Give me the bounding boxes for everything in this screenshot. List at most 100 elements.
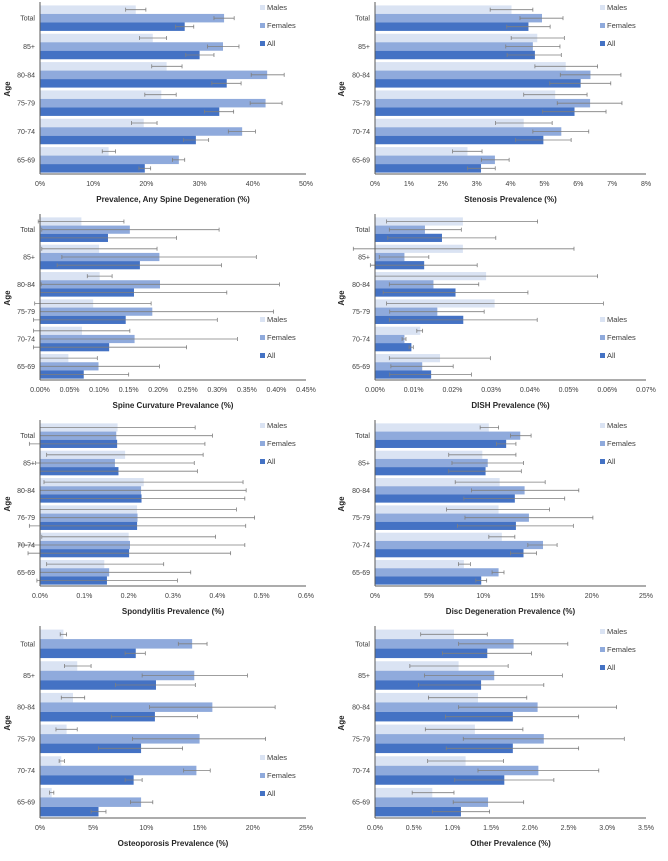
error-bar-males [34, 301, 152, 306]
x-tick-label: 15% [531, 593, 545, 600]
legend-label-all: All [267, 39, 276, 48]
error-bar-all [454, 778, 555, 782]
bar-females [375, 13, 543, 23]
bar-females [40, 42, 224, 51]
bar-females [375, 702, 538, 712]
x-tick-label: 0% [370, 593, 380, 600]
legend-label-males: Males [267, 753, 287, 762]
error-bar-all [110, 714, 198, 719]
category-label: 70-74 [352, 129, 370, 136]
error-bar-all [36, 578, 178, 583]
error-bar-males [46, 562, 165, 567]
bar-all [375, 711, 513, 722]
category-label: 70-74 [17, 543, 35, 550]
category-label: 65-69 [17, 157, 35, 164]
error-bar-males [452, 149, 483, 154]
legend-label-all: All [267, 457, 276, 466]
error-bar-all [408, 345, 414, 350]
x-tick-label: 0.30% [207, 387, 227, 394]
error-bar-all [445, 714, 580, 719]
error-bar-males [58, 759, 65, 763]
error-bar-females [130, 800, 154, 805]
bar-males [40, 787, 52, 798]
bar-males [375, 326, 421, 335]
x-tick-label: 3.0% [599, 825, 615, 832]
legend-swatch-all [600, 665, 605, 670]
x-tick-label: 0.07% [636, 387, 656, 394]
error-bar-females [477, 768, 600, 773]
chart-dish: Total 85+ 80-84 75-79 70-74 65-69 0.00% 0.01% 0.… [334, 212, 668, 418]
error-bar-males [428, 695, 528, 700]
x-tick-label: 25% [639, 593, 653, 600]
category-label: Total [355, 227, 370, 234]
error-bar-males [448, 452, 517, 457]
chart-svg: Total 85+ 80-84 75-79 70-74 65-69 0.0% 0.5% 1.0%… [337, 626, 654, 848]
x-tick-label: 50% [299, 181, 313, 188]
error-bar-all [549, 81, 612, 86]
error-bar-all [463, 496, 566, 501]
legend-swatch-all [600, 459, 605, 464]
error-bar-all [467, 166, 496, 171]
x-tick-label: 2.5% [561, 825, 577, 832]
bar-females [40, 70, 268, 80]
x-tick-label: 1.0% [444, 825, 460, 832]
x-tick-label: 0.06% [597, 387, 617, 394]
category-label: Total [20, 227, 35, 234]
error-bar-all [388, 317, 538, 322]
category-label: 80-84 [352, 72, 370, 79]
y-axis-title: Age [337, 496, 346, 512]
bar-males [40, 724, 67, 735]
bar-males [375, 629, 454, 640]
legend-label-males: Males [607, 3, 627, 12]
bar-all [375, 439, 507, 448]
bar-all [40, 107, 220, 116]
bar-males [40, 33, 153, 43]
x-tick-label: 0.04% [520, 387, 540, 394]
bar-all [40, 743, 142, 754]
legend-label-males: Males [267, 421, 287, 430]
legend-swatch-females [260, 441, 265, 446]
error-bar-males [489, 7, 534, 12]
error-bar-females [149, 705, 276, 710]
bar-males [40, 272, 100, 281]
error-bar-all [138, 166, 152, 171]
category-label: Total [20, 16, 35, 23]
x-tick-label: 0.0% [367, 825, 383, 832]
bar-females [375, 70, 591, 80]
error-bar-females [424, 673, 563, 678]
bar-all [40, 806, 99, 817]
x-tick-label: 0% [35, 181, 45, 188]
bar-males [375, 423, 489, 432]
legend-swatch-males [260, 755, 265, 760]
bar-females [375, 458, 488, 468]
bar-females [375, 334, 405, 344]
category-label: 65-69 [352, 364, 370, 371]
error-bar-all [175, 24, 195, 29]
chart-svg: Total 85+ 80-84 75-79 70-74 65-69 0% 1% 2% 3% 4% 5%… [337, 2, 651, 204]
legend-swatch-males [260, 423, 265, 428]
category-label: 65-69 [352, 157, 370, 164]
error-bar-males [446, 507, 550, 512]
legend-swatch-males [260, 317, 265, 322]
x-tick-label: 3.5% [638, 825, 654, 832]
bar-males [375, 118, 524, 128]
bar-males [40, 629, 64, 640]
x-tick-label: 0.35% [237, 387, 257, 394]
category-label: 80-84 [352, 705, 370, 712]
bar-males [375, 560, 464, 569]
error-bar-females [452, 800, 525, 805]
error-bar-females [172, 157, 186, 162]
x-tick-label: 10% [86, 181, 100, 188]
error-bar-females [532, 129, 590, 134]
x-tick-label: 0.1% [76, 593, 92, 600]
bar-all [40, 50, 200, 60]
error-bar-all [124, 651, 146, 656]
error-bar-all [456, 523, 574, 528]
x-tick-label: 30% [193, 181, 207, 188]
category-label: 85+ [23, 255, 35, 262]
bar-all [375, 521, 516, 530]
category-label: Total [20, 641, 35, 648]
category-label: 75-79 [352, 736, 370, 743]
error-bar-all [28, 523, 247, 528]
error-bar-females [559, 72, 622, 77]
